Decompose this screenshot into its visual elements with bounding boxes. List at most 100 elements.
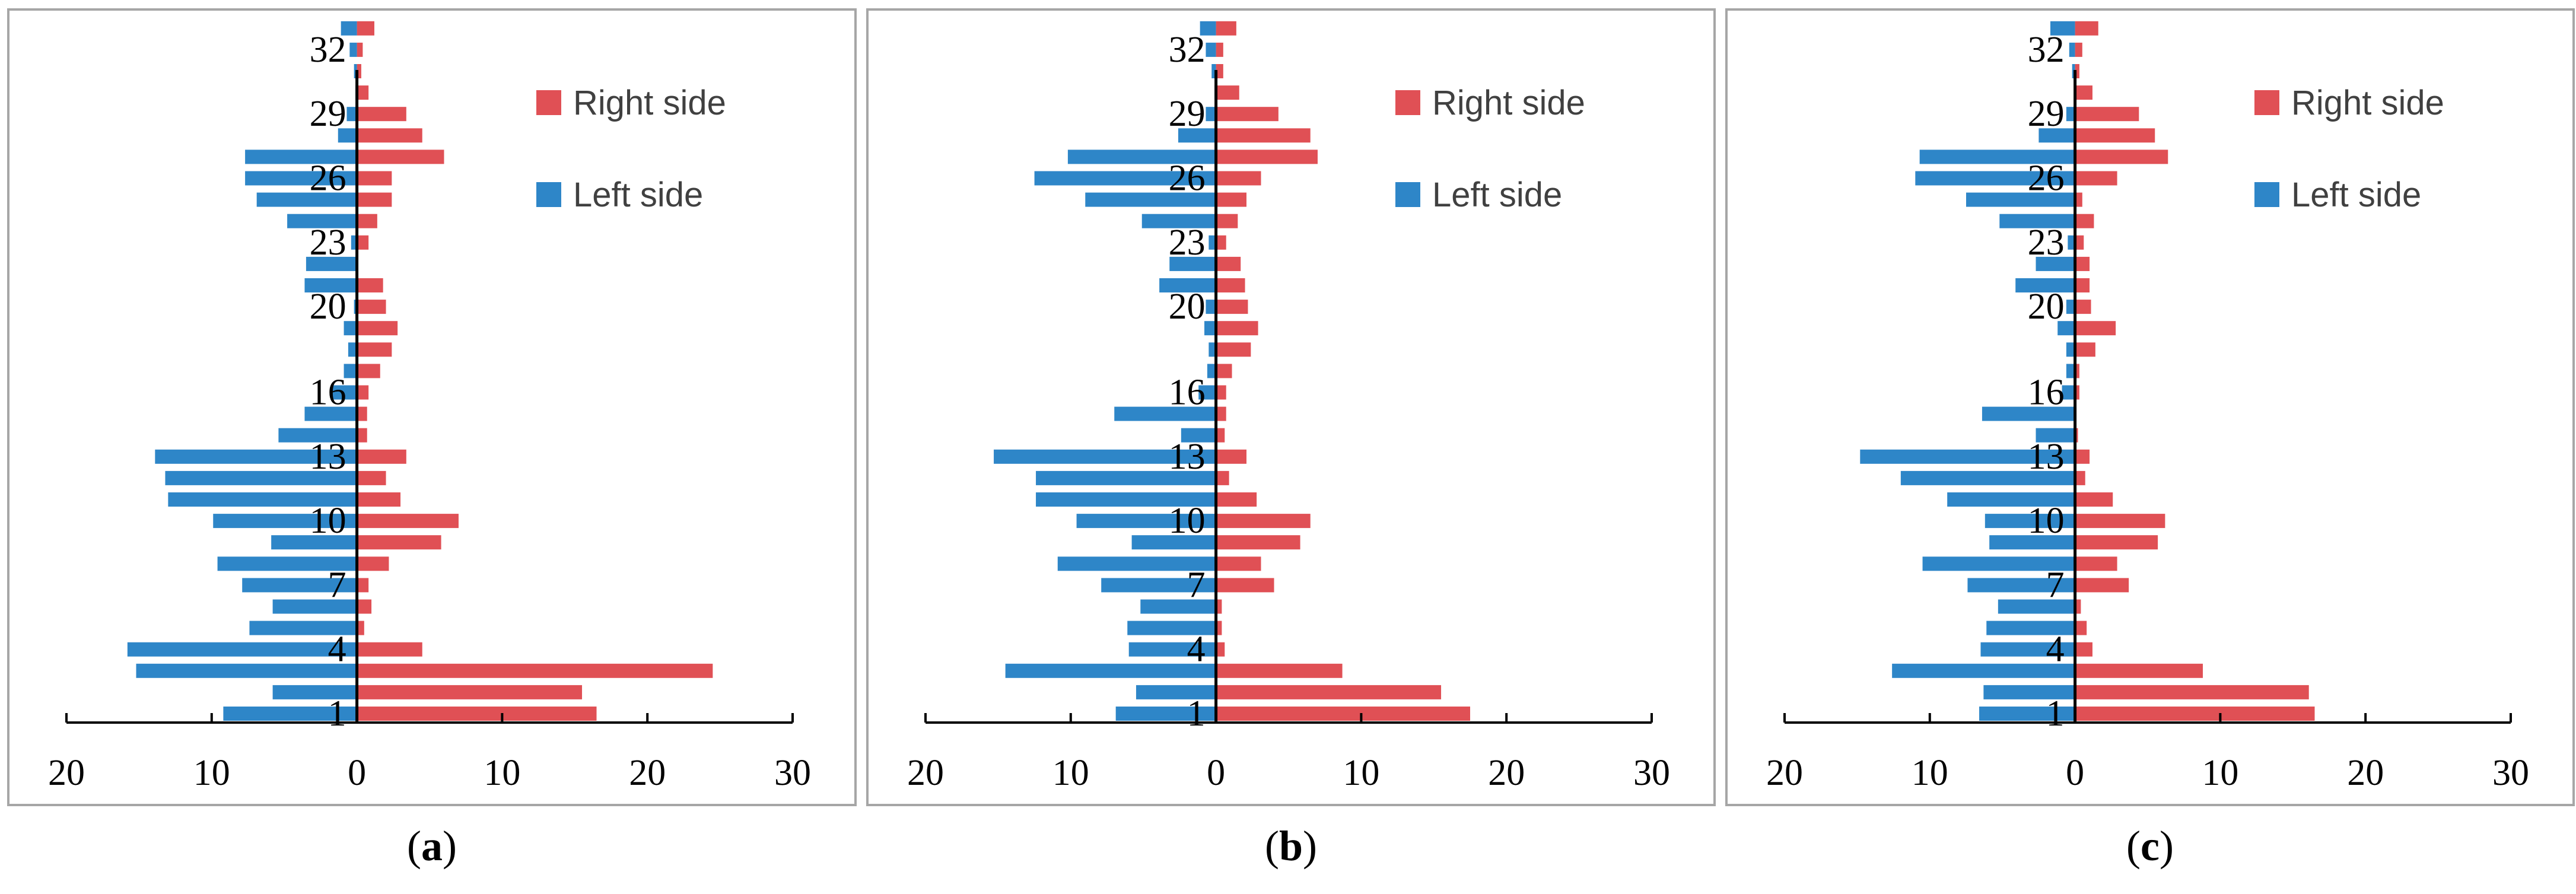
bar-left-c-6 [1998,599,2075,614]
bar-right-c-5 [2075,621,2087,635]
bar-right-c-11 [2075,492,2113,507]
legend-swatch-right-c [2254,90,2279,115]
bar-right-c-10 [2075,514,2165,529]
x-tick-label-b-0: 20 [907,753,944,793]
bar-right-c-18 [2075,342,2095,357]
x-tick-label-c-3: 10 [2202,753,2238,793]
category-label-b-20: 20 [1169,287,1206,327]
bar-left-c-1 [1979,707,2075,721]
bar-left-b-22 [1169,256,1216,271]
bar-right-a-25 [357,192,392,207]
bar-left-b-26 [1034,171,1216,186]
bar-left-a-13 [155,449,357,464]
legend-swatch-left-c [2254,182,2279,207]
bar-right-b-4 [1216,642,1225,657]
category-label-a-10: 10 [310,501,346,541]
bar-right-a-33 [357,21,374,36]
category-label-a-4: 4 [328,629,346,670]
bar-left-b-21 [1159,278,1216,292]
bar-right-a-29 [357,107,406,122]
bar-left-c-19 [2057,321,2075,336]
x-tick-label-c-0: 20 [1766,753,1803,793]
bar-left-a-16 [330,385,357,400]
bar-right-c-13 [2075,449,2090,464]
bar-left-a-3 [136,663,357,678]
bar-left-c-15 [1982,406,2075,421]
category-label-c-29: 29 [2028,94,2065,134]
category-label-a-26: 26 [310,158,346,199]
bar-right-a-27 [357,149,444,164]
x-tick-label-b-5: 30 [1633,753,1670,793]
bar-right-b-18 [1216,342,1251,357]
bar-right-c-31 [2075,64,2079,78]
x-tick-label-a-2: 0 [348,753,366,793]
bar-left-c-23 [2068,235,2075,250]
bar-right-a-17 [357,364,380,378]
category-label-a-23: 23 [310,222,346,263]
bar-left-a-24 [287,214,357,228]
bar-right-a-1 [357,707,597,721]
bar-right-b-29 [1216,107,1279,122]
bar-left-a-12 [165,470,357,485]
bar-right-b-14 [1216,428,1225,443]
bar-left-b-11 [1036,492,1216,507]
bar-right-a-3 [357,663,713,678]
bar-right-c-16 [2075,385,2079,400]
bar-right-a-20 [357,300,386,314]
category-label-b-10: 10 [1169,501,1206,541]
bar-left-b-4 [1128,642,1216,657]
bar-right-b-21 [1216,278,1245,292]
bar-left-a-23 [351,235,357,250]
bar-left-a-28 [338,128,357,143]
bar-right-c-1 [2075,707,2315,721]
legend-label-right-c: Right side [2291,84,2444,122]
bar-left-b-15 [1114,406,1216,421]
bar-left-b-14 [1181,428,1216,443]
bar-right-a-8 [357,556,389,571]
bar-left-a-5 [249,621,357,635]
bar-left-a-8 [217,556,357,571]
panel-label-b: b [1279,822,1303,870]
x-tick-label-a-1: 10 [193,753,230,793]
legend-swatch-left-a [536,182,561,207]
x-tick-label-c-5: 30 [2492,753,2529,793]
bar-right-c-22 [2075,256,2090,271]
bar-left-b-27 [1067,149,1216,164]
bar-right-b-7 [1216,578,1274,593]
legend-label-left-b: Left side [1432,176,1562,214]
bar-left-a-4 [127,642,357,657]
legend-label-left-c: Left side [2291,176,2421,214]
bar-left-b-19 [1204,321,1216,336]
bar-left-a-10 [213,514,357,529]
bar-left-b-6 [1140,599,1216,614]
bar-right-c-21 [2075,278,2090,292]
category-label-c-20: 20 [2028,287,2065,327]
x-tick-label-a-5: 30 [774,753,811,793]
bar-right-b-24 [1216,214,1238,228]
bar-right-c-3 [2075,663,2203,678]
legend-swatch-right-b [1395,90,1420,115]
bar-right-a-13 [357,449,406,464]
bar-right-b-2 [1216,685,1442,699]
category-label-c-16: 16 [2028,373,2065,413]
bar-right-a-4 [357,642,422,657]
x-tick-label-b-3: 10 [1343,753,1379,793]
category-label-c-10: 10 [2028,501,2065,541]
bar-right-b-8 [1216,556,1261,571]
bar-right-c-29 [2075,107,2139,122]
panel-caption-a: (a) [407,822,457,870]
bar-left-b-12 [1036,470,1216,485]
bar-right-b-23 [1216,235,1226,250]
bar-chart-c: 1 4 7 10 13 16 20 23 26 29 32 20 10 0 10 20 30 Right side… [1766,21,2529,793]
bar-left-a-14 [278,428,357,443]
category-label-b-7: 7 [1187,565,1206,605]
x-tick-label-b-4: 20 [1488,753,1525,793]
bar-left-a-21 [304,278,357,292]
bar-right-a-19 [357,321,398,336]
bar-right-a-2 [357,685,583,699]
bar-right-b-22 [1216,256,1241,271]
bar-right-c-20 [2075,300,2091,314]
bar-left-c-24 [1999,214,2075,228]
bar-right-c-8 [2075,556,2117,571]
bar-chart-b: 1 4 7 10 13 16 20 23 26 29 32 20 10 0 10 20 30 Right side… [907,21,1670,793]
